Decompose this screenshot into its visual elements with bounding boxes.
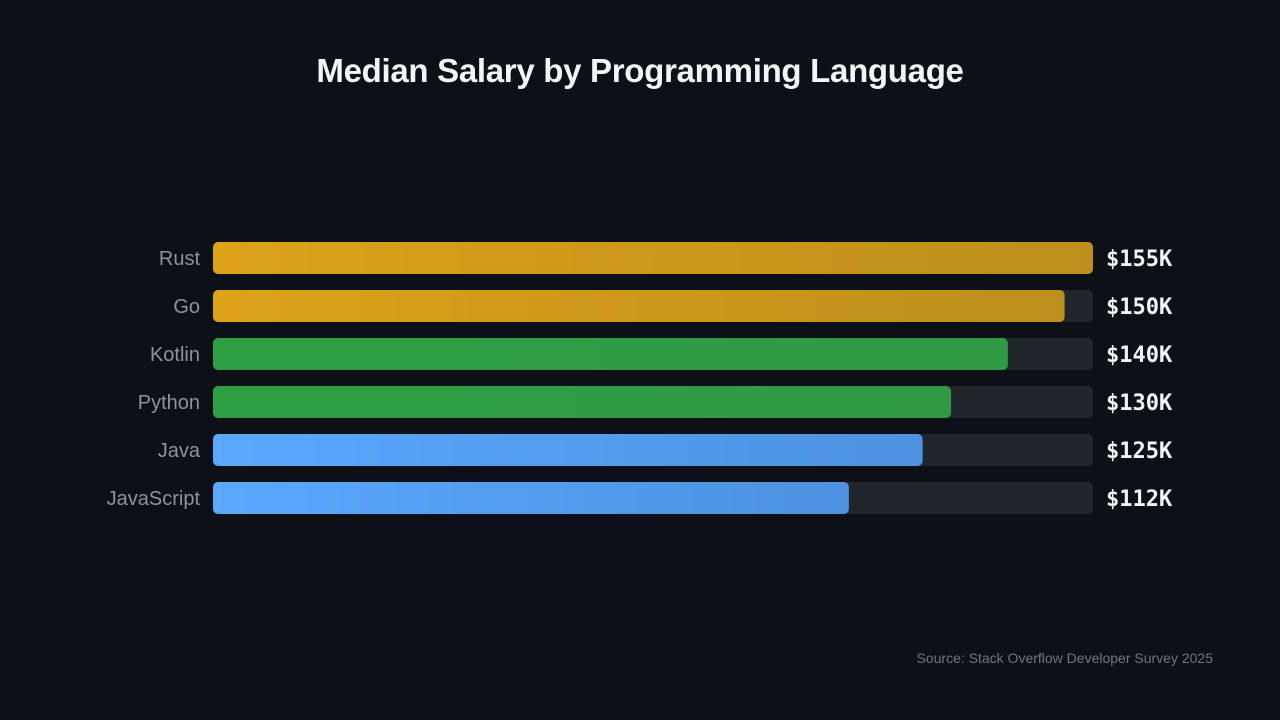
category-label-python: Python (138, 392, 200, 414)
chart-title: Median Salary by Programming Language (316, 52, 964, 89)
source-note: Source: Stack Overflow Developer Survey … (916, 650, 1213, 666)
value-label-javascript: $112K (1106, 487, 1173, 512)
category-label-rust: Rust (159, 248, 201, 270)
bar-javascript (213, 482, 849, 514)
bar-java (213, 434, 923, 466)
value-label-rust: $155K (1106, 247, 1173, 272)
category-label-java: Java (158, 440, 201, 462)
bar-kotlin (213, 338, 1008, 370)
category-label-javascript: JavaScript (107, 488, 201, 510)
category-label-kotlin: Kotlin (150, 344, 200, 366)
bar-rust (213, 242, 1093, 274)
bars-layer: Rust $155K Go $150K Kotlin $140K Python $130K Ja… (107, 242, 1173, 514)
value-label-python: $130K (1106, 391, 1173, 416)
category-label-go: Go (173, 296, 200, 318)
value-label-kotlin: $140K (1106, 343, 1173, 368)
bar-python (213, 386, 952, 418)
bar-go (213, 290, 1065, 322)
value-label-go: $150K (1106, 295, 1173, 320)
value-label-java: $125K (1106, 439, 1173, 464)
